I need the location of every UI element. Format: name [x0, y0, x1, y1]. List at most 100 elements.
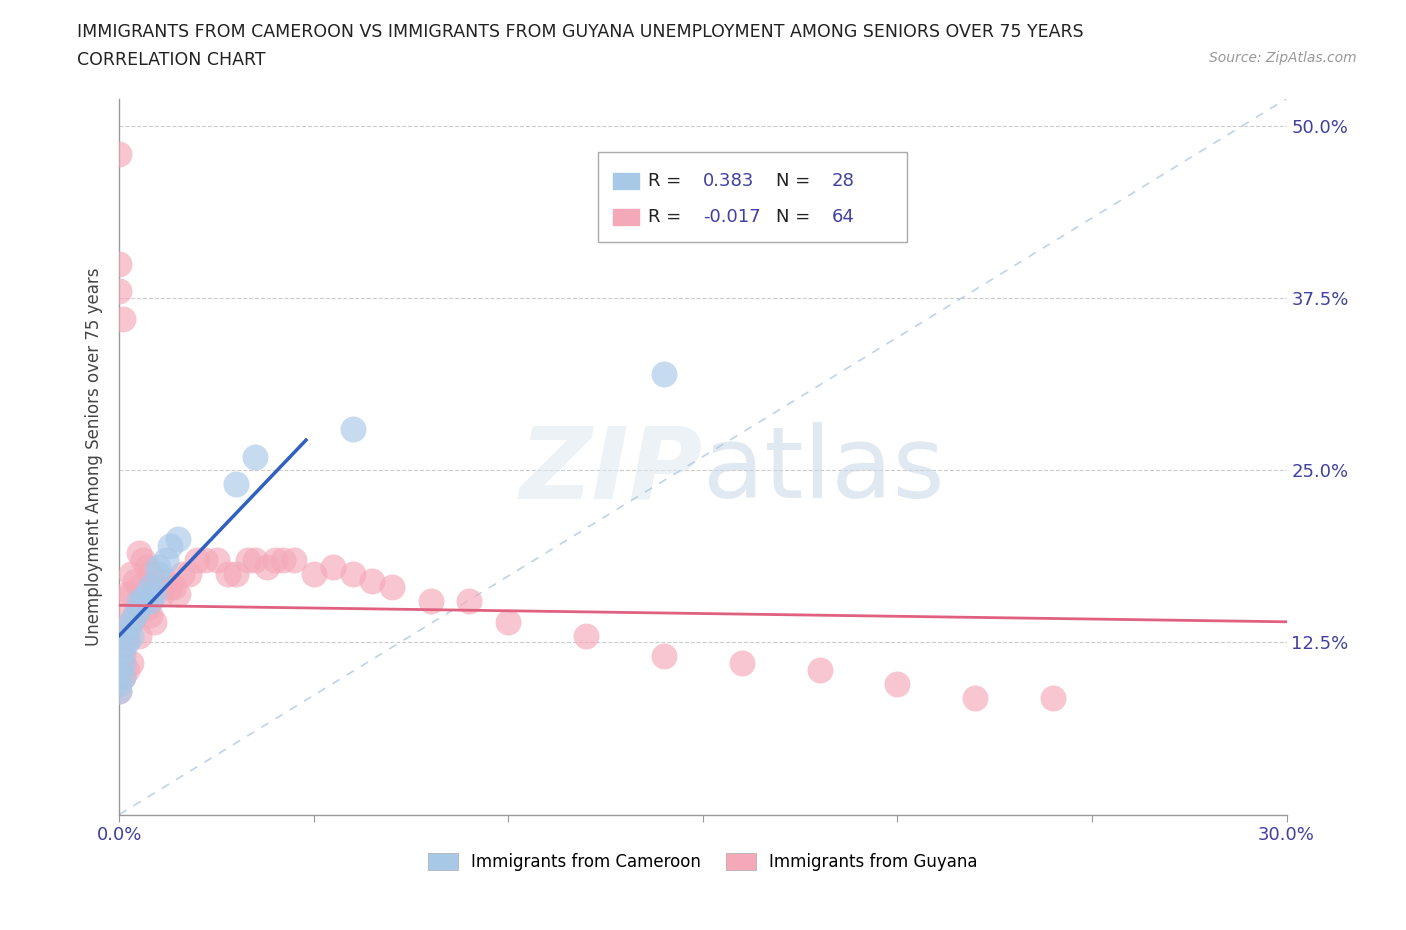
Text: N =: N = — [776, 172, 817, 190]
Point — [342, 566, 364, 581]
Point — [166, 532, 188, 547]
Point — [131, 593, 153, 608]
Point — [886, 676, 908, 691]
Point — [264, 552, 287, 567]
Text: Source: ZipAtlas.com: Source: ZipAtlas.com — [1209, 51, 1357, 65]
Point — [381, 580, 404, 595]
Point — [159, 538, 181, 553]
Point — [108, 684, 131, 698]
Point — [128, 580, 150, 595]
Point — [225, 566, 247, 581]
Point — [115, 635, 138, 650]
Point — [731, 656, 754, 671]
Text: 0.383: 0.383 — [703, 172, 754, 190]
Text: R =: R = — [648, 172, 688, 190]
Point — [245, 552, 267, 567]
Point — [135, 601, 157, 616]
Point — [139, 607, 162, 622]
Point — [148, 566, 170, 581]
Text: CORRELATION CHART: CORRELATION CHART — [77, 51, 266, 69]
Text: R =: R = — [648, 207, 688, 226]
Point — [135, 559, 157, 574]
Point — [112, 649, 135, 664]
Point — [217, 566, 239, 581]
Point — [131, 593, 153, 608]
Point — [112, 656, 135, 671]
Point — [965, 690, 987, 705]
Point — [124, 607, 146, 622]
Point — [124, 573, 146, 588]
Point — [115, 628, 138, 643]
FancyBboxPatch shape — [598, 153, 907, 242]
Point — [148, 580, 170, 595]
Point — [120, 615, 142, 630]
Text: 64: 64 — [831, 207, 855, 226]
Text: N =: N = — [776, 207, 817, 226]
Point — [108, 257, 131, 272]
Point — [205, 552, 228, 567]
Point — [236, 552, 259, 567]
Point — [120, 615, 142, 630]
Point — [186, 552, 208, 567]
Point — [135, 587, 157, 602]
Point — [342, 421, 364, 436]
Point — [112, 670, 135, 684]
Point — [115, 621, 138, 636]
Point — [194, 552, 217, 567]
Point — [322, 559, 344, 574]
Point — [150, 587, 173, 602]
Point — [108, 284, 131, 299]
Point — [458, 593, 481, 608]
Point — [115, 607, 138, 622]
Point — [225, 477, 247, 492]
Point — [120, 656, 142, 671]
Point — [120, 587, 142, 602]
Point — [120, 628, 142, 643]
Point — [419, 593, 441, 608]
Point — [155, 552, 177, 567]
Point — [108, 684, 131, 698]
Point — [128, 593, 150, 608]
Point — [155, 573, 177, 588]
Point — [361, 573, 384, 588]
FancyBboxPatch shape — [613, 173, 638, 189]
Point — [128, 628, 150, 643]
FancyBboxPatch shape — [613, 209, 638, 225]
Point — [143, 587, 166, 602]
Y-axis label: Unemployment Among Seniors over 75 years: Unemployment Among Seniors over 75 years — [86, 267, 103, 645]
Point — [120, 566, 142, 581]
Point — [128, 546, 150, 561]
Point — [143, 615, 166, 630]
Point — [112, 621, 135, 636]
Point — [139, 566, 162, 581]
Point — [139, 580, 162, 595]
Point — [131, 552, 153, 567]
Point — [108, 146, 131, 161]
Point — [271, 552, 294, 567]
Text: atlas: atlas — [703, 422, 945, 520]
Point — [808, 662, 831, 677]
Point — [108, 649, 131, 664]
Point — [128, 601, 150, 616]
Point — [283, 552, 305, 567]
Point — [256, 559, 278, 574]
Point — [652, 366, 675, 381]
Point — [143, 573, 166, 588]
Point — [139, 593, 162, 608]
Point — [112, 642, 135, 657]
Point — [575, 628, 598, 643]
Point — [166, 587, 188, 602]
Point — [108, 676, 131, 691]
Text: 28: 28 — [831, 172, 855, 190]
Point — [124, 607, 146, 622]
Point — [163, 580, 186, 595]
Point — [112, 670, 135, 684]
Legend: Immigrants from Cameroon, Immigrants from Guyana: Immigrants from Cameroon, Immigrants fro… — [422, 846, 984, 878]
Point — [112, 312, 135, 326]
Point — [245, 449, 267, 464]
Point — [115, 587, 138, 602]
Point — [108, 662, 131, 677]
Text: ZIP: ZIP — [520, 422, 703, 520]
Point — [148, 559, 170, 574]
Point — [652, 649, 675, 664]
